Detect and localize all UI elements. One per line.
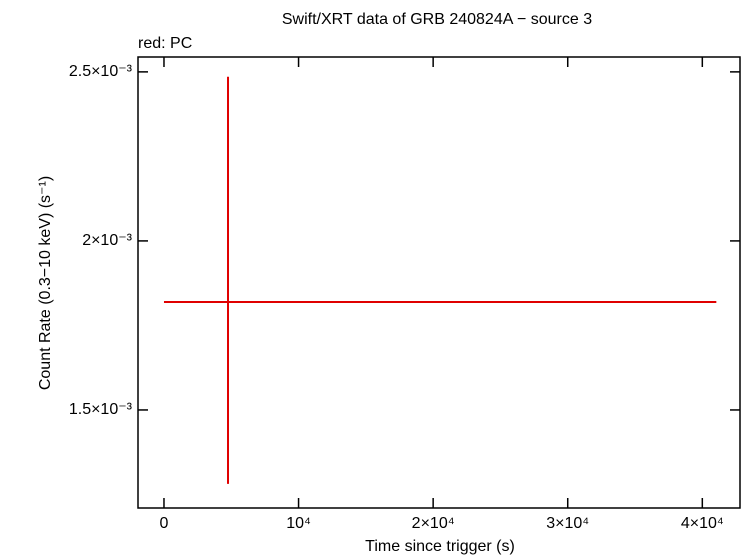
x-tick-label: 3×10⁴ (546, 515, 589, 532)
chart-title: Swift/XRT data of GRB 240824A − source 3 (282, 11, 592, 28)
x-tick-label: 4×10⁴ (681, 515, 724, 532)
x-tick-label: 10⁴ (286, 515, 311, 532)
x-tick-label: 2×10⁴ (412, 515, 455, 532)
chart-subtitle: red: PC (138, 35, 192, 52)
y-axis-label: Count Rate (0.3−10 keV) (s⁻¹) (37, 176, 54, 390)
y-tick-label: 2×10⁻³ (82, 232, 132, 249)
y-tick-label: 2.5×10⁻³ (69, 63, 133, 80)
plot-frame (137, 56, 741, 509)
x-axis-label: Time since trigger (s) (365, 538, 515, 555)
y-tick-label: 1.5×10⁻³ (69, 401, 133, 418)
x-tick-label: 0 (160, 515, 169, 532)
